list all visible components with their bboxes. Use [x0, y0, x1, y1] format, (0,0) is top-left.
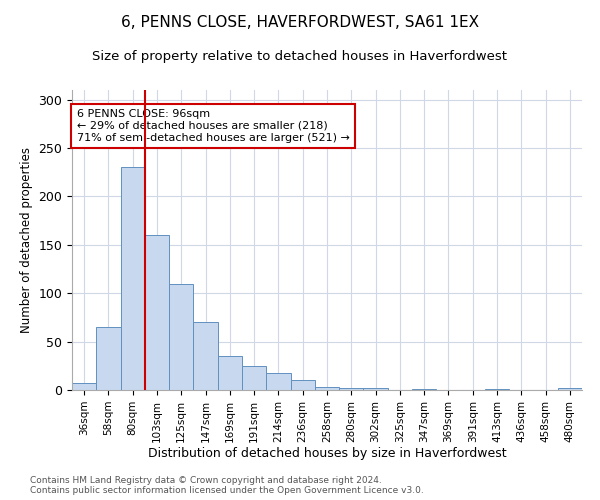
- Bar: [339, 388, 364, 390]
- Bar: [485, 389, 509, 390]
- Bar: [412, 389, 436, 390]
- Text: Contains HM Land Registry data © Crown copyright and database right 2024.
Contai: Contains HM Land Registry data © Crown c…: [30, 476, 424, 495]
- Bar: [266, 372, 290, 390]
- X-axis label: Distribution of detached houses by size in Haverfordwest: Distribution of detached houses by size …: [148, 448, 506, 460]
- Bar: [169, 284, 193, 390]
- Bar: [364, 388, 388, 390]
- Text: Size of property relative to detached houses in Haverfordwest: Size of property relative to detached ho…: [92, 50, 508, 63]
- Bar: [121, 168, 145, 390]
- Bar: [242, 366, 266, 390]
- Text: 6, PENNS CLOSE, HAVERFORDWEST, SA61 1EX: 6, PENNS CLOSE, HAVERFORDWEST, SA61 1EX: [121, 15, 479, 30]
- Text: 6 PENNS CLOSE: 96sqm
← 29% of detached houses are smaller (218)
71% of semi-deta: 6 PENNS CLOSE: 96sqm ← 29% of detached h…: [77, 110, 350, 142]
- Bar: [290, 380, 315, 390]
- Bar: [72, 383, 96, 390]
- Bar: [96, 327, 121, 390]
- Bar: [315, 387, 339, 390]
- Bar: [193, 322, 218, 390]
- Y-axis label: Number of detached properties: Number of detached properties: [20, 147, 33, 333]
- Bar: [218, 356, 242, 390]
- Bar: [558, 388, 582, 390]
- Bar: [145, 235, 169, 390]
